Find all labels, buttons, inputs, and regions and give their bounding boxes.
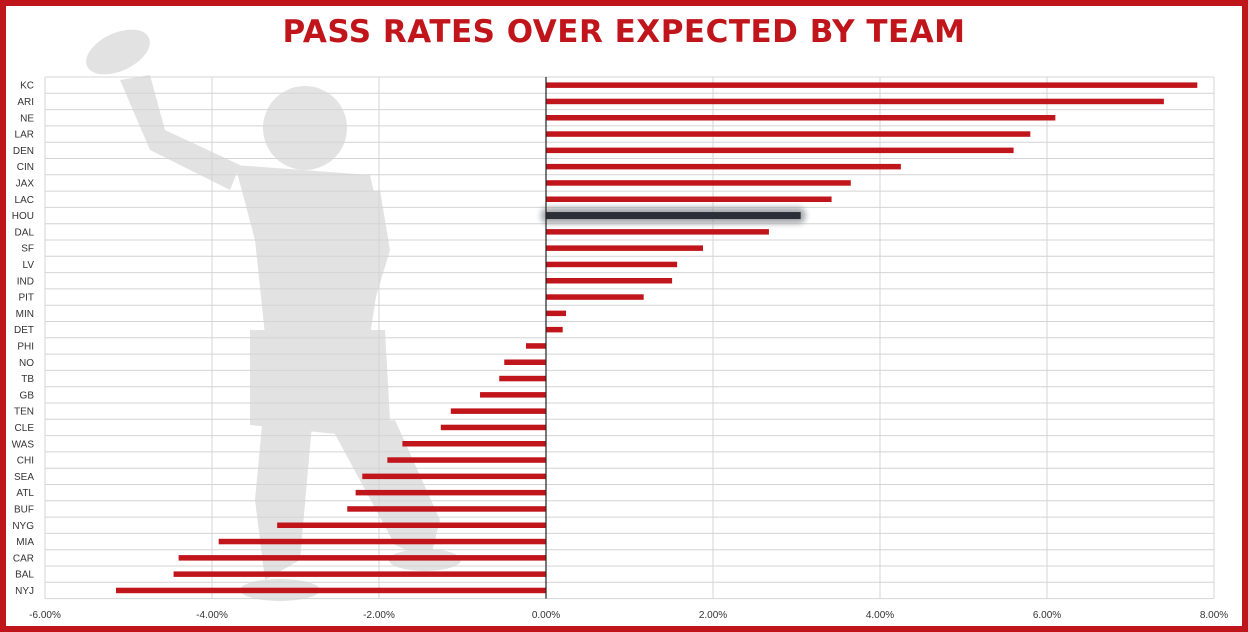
- category-label-ind: IND: [17, 276, 34, 287]
- category-label-mia: MIA: [16, 537, 34, 548]
- category-label-dal: DAL: [15, 227, 35, 238]
- bar-cin: [546, 163, 901, 170]
- bar-phi: [525, 343, 546, 349]
- bar-min: [546, 310, 567, 317]
- category-label-det: DET: [14, 325, 34, 336]
- bar-cle: [440, 424, 546, 431]
- chart-title: PASS RATES OVER EXPECTED BY TEAM: [282, 14, 966, 50]
- category-label-was: WAS: [12, 439, 35, 450]
- bar-chi: [387, 457, 546, 463]
- category-label-lv: LV: [23, 260, 35, 271]
- bar-nyj: [115, 587, 546, 594]
- category-label-sf: SF: [21, 244, 34, 255]
- bar-mia: [218, 538, 546, 545]
- quarterback-throwing-image: [86, 29, 461, 601]
- category-labels: KC ARI NE LAR DEN CIN JAX LAC HOU DAL SF LV IND PIT MI…: [12, 81, 35, 597]
- x-tick-label: 6.00%: [1033, 610, 1061, 621]
- category-label-nyg: NYG: [12, 521, 34, 532]
- bar-sf: [546, 245, 703, 251]
- bar-det: [546, 326, 563, 333]
- bar-atl: [355, 489, 546, 496]
- category-label-den: DEN: [13, 146, 34, 157]
- category-label-pit: PIT: [18, 293, 34, 304]
- category-label-atl: ATL: [16, 488, 34, 499]
- chart-gridlines: [44, 76, 1215, 600]
- category-label-bal: BAL: [15, 570, 34, 581]
- chart-bars: [115, 82, 1198, 594]
- bar-sea: [362, 473, 546, 480]
- bar-tb: [499, 375, 546, 382]
- x-tick-label: 8.00%: [1200, 610, 1228, 621]
- bar-lar: [546, 131, 1031, 137]
- bar-ari: [546, 98, 1164, 105]
- category-label-ari: ARI: [17, 97, 34, 108]
- x-axis-tick-labels: -6.00% -4.00% -2.00% 0.00% 2.00% 4.00% 6.00% 8.…: [29, 610, 1228, 621]
- bar-kc: [546, 82, 1198, 88]
- category-label-jax: JAX: [16, 178, 35, 189]
- bar-gb: [480, 392, 546, 398]
- bar-was: [402, 441, 546, 447]
- category-label-chi: CHI: [17, 456, 34, 467]
- bar-no: [504, 359, 546, 365]
- bar-ne: [546, 115, 1056, 121]
- category-label-lac: LAC: [15, 195, 34, 206]
- x-tick-label: 4.00%: [866, 610, 894, 621]
- category-label-cin: CIN: [17, 162, 34, 173]
- category-label-no: NO: [19, 358, 34, 369]
- x-tick-label: -2.00%: [363, 610, 395, 621]
- x-tick-label: -4.00%: [196, 610, 228, 621]
- x-tick-label: 0.00%: [532, 610, 560, 621]
- category-label-phi: PHI: [17, 341, 34, 352]
- bar-jax: [546, 180, 851, 186]
- category-label-tb: TB: [21, 374, 34, 385]
- bar-dal: [546, 229, 769, 235]
- category-label-kc: KC: [20, 81, 34, 92]
- category-label-cle: CLE: [15, 423, 35, 434]
- x-tick-label: 2.00%: [699, 610, 727, 621]
- bar-lac: [546, 196, 832, 202]
- category-label-ten: TEN: [14, 407, 34, 418]
- category-label-gb: GB: [20, 390, 35, 401]
- category-label-car: CAR: [13, 553, 34, 564]
- bar-den: [546, 147, 1014, 154]
- bar-car: [178, 555, 546, 561]
- category-label-hou: HOU: [12, 211, 34, 222]
- bar-ind: [546, 278, 673, 284]
- category-label-buf: BUF: [14, 504, 34, 515]
- bar-ten: [450, 408, 546, 414]
- bar-lv: [546, 261, 678, 268]
- x-tick-label: -6.00%: [29, 610, 61, 621]
- bar-buf: [347, 506, 546, 512]
- bar-nyg: [277, 522, 546, 528]
- category-label-ne: NE: [20, 113, 34, 124]
- bar-hou: [546, 212, 801, 220]
- bar-pit: [546, 294, 644, 300]
- category-label-min: MIN: [16, 309, 34, 320]
- category-label-nyj: NYJ: [15, 586, 34, 597]
- category-label-lar: LAR: [15, 130, 34, 141]
- bar-bal: [173, 571, 546, 577]
- category-label-sea: SEA: [14, 472, 34, 483]
